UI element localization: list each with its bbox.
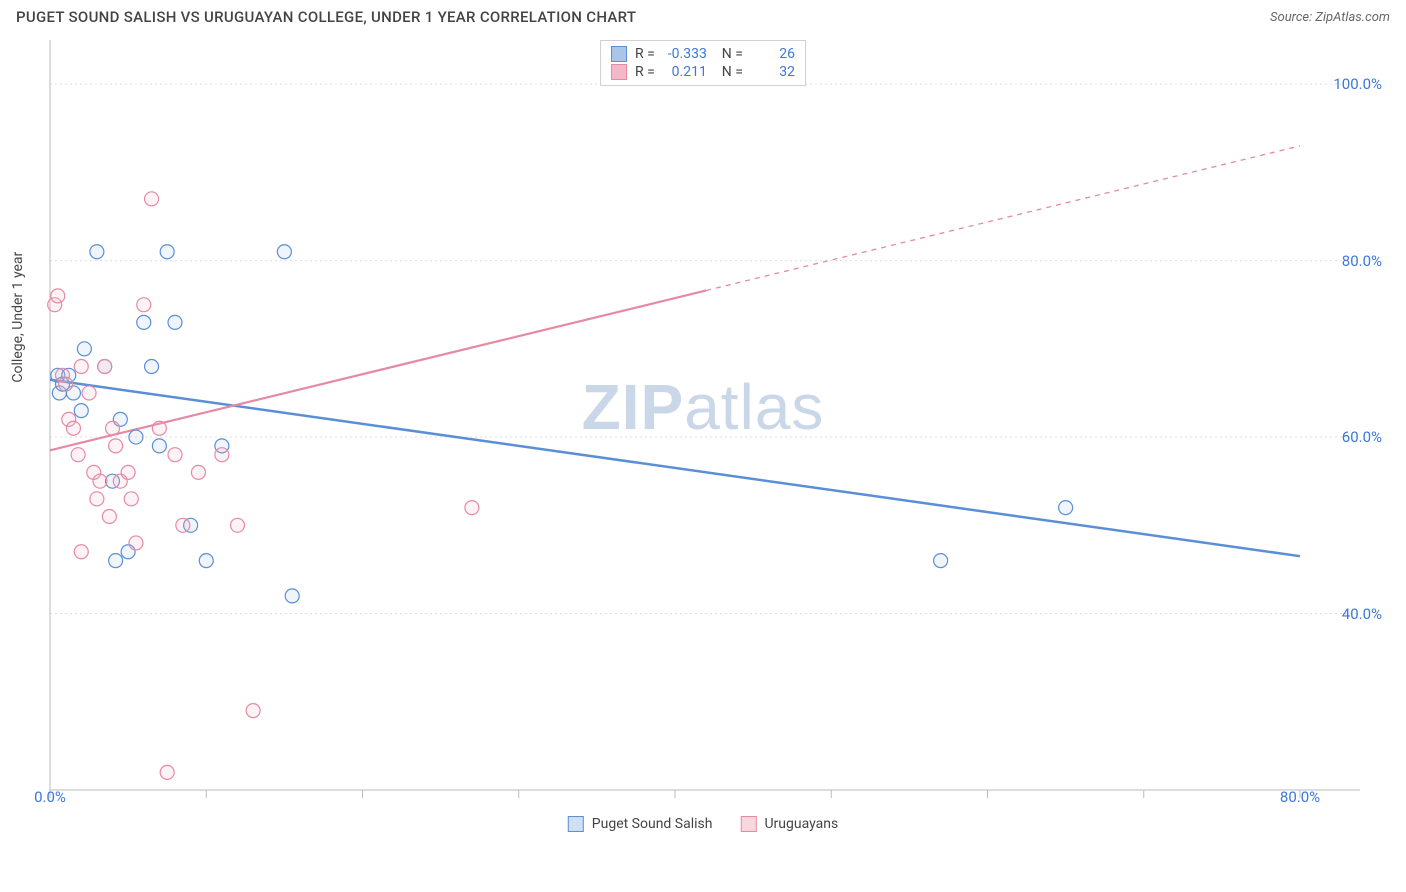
chart-title: PUGET SOUND SALISH VS URUGUAYAN COLLEGE,…: [16, 8, 636, 26]
legend-stats-row: R = -0.333 N = 26: [611, 45, 795, 63]
y-tick-label: 60.0%: [1342, 428, 1382, 446]
legend-stats-row: R = 0.211 N = 32: [611, 63, 795, 81]
swatch-icon: [611, 46, 627, 62]
legend-label: Uruguayans: [764, 816, 838, 832]
stat-n-label: N =: [715, 64, 743, 80]
stat-n-value: 26: [751, 46, 795, 62]
swatch-icon: [740, 816, 756, 832]
legend-item: Puget Sound Salish: [568, 816, 713, 832]
stat-r-value: 0.211: [663, 64, 707, 80]
swatch-icon: [611, 64, 627, 80]
stat-r-label: R =: [635, 46, 655, 62]
source-label: Source: ZipAtlas.com: [1270, 10, 1390, 25]
stat-r-label: R =: [635, 64, 655, 80]
chart-header: PUGET SOUND SALISH VS URUGUAYAN COLLEGE,…: [0, 0, 1406, 30]
x-tick-label: 0.0%: [34, 788, 66, 806]
legend-label: Puget Sound Salish: [592, 816, 713, 832]
x-tick-label: 80.0%: [1280, 788, 1320, 806]
y-tick-label: 80.0%: [1342, 252, 1382, 270]
legend-series: Puget Sound Salish Uruguayans: [568, 816, 838, 832]
stat-n-value: 32: [751, 64, 795, 80]
legend-stats: R = -0.333 N = 26 R = 0.211 N = 32: [600, 40, 806, 86]
y-axis-label: College, Under 1 year: [10, 252, 26, 383]
scatter-chart: [0, 30, 1406, 850]
stat-r-value: -0.333: [663, 46, 707, 62]
y-tick-label: 40.0%: [1342, 605, 1382, 623]
y-tick-label: 100.0%: [1333, 75, 1382, 93]
swatch-icon: [568, 816, 584, 832]
chart-container: College, Under 1 year ZIPatlas R = -0.33…: [0, 30, 1406, 850]
stat-n-label: N =: [715, 46, 743, 62]
legend-item: Uruguayans: [740, 816, 838, 832]
